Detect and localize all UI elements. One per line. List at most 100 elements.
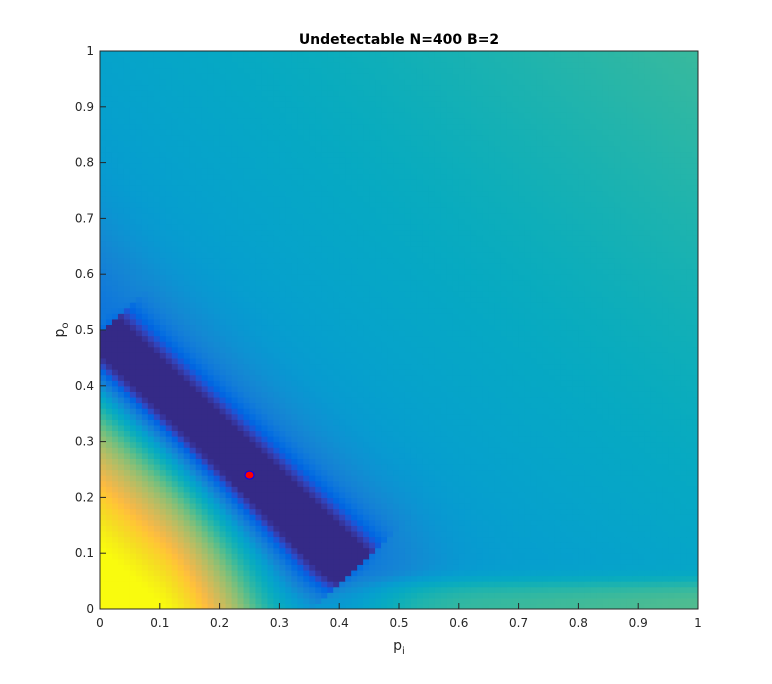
heatmap-cell — [632, 463, 639, 471]
heatmap-cell — [231, 330, 239, 337]
heatmap-cell — [548, 391, 556, 398]
heatmap-cell — [494, 547, 502, 554]
heatmap-cell — [446, 592, 454, 599]
heatmap-cell — [614, 408, 621, 415]
heatmap-cell — [566, 452, 574, 459]
heatmap-cell — [566, 575, 574, 582]
heatmap-cell — [566, 363, 574, 370]
heatmap-cell — [195, 569, 203, 577]
heatmap-cell — [482, 558, 490, 565]
heatmap-cell — [680, 352, 687, 359]
heatmap-cell — [231, 569, 239, 577]
heatmap-cell — [584, 508, 591, 515]
heatmap-cell — [111, 447, 119, 454]
heatmap-cell — [267, 508, 275, 515]
heatmap-cell — [375, 430, 382, 437]
heatmap-cell — [183, 547, 191, 554]
heatmap-cell — [542, 519, 550, 526]
heatmap-cell — [291, 581, 298, 588]
heatmap-cell — [578, 530, 585, 538]
heatmap-cell — [542, 508, 550, 515]
heatmap-cell — [410, 486, 418, 493]
heatmap-cell — [542, 346, 550, 353]
heatmap-cell — [494, 469, 502, 476]
heatmap-cell — [267, 424, 275, 432]
heatmap-cell — [440, 363, 448, 370]
heatmap-cell — [518, 363, 526, 370]
heatmap-cell — [608, 597, 615, 605]
heatmap-cell — [650, 480, 657, 487]
heatmap-cell — [434, 542, 442, 549]
heatmap-cell — [219, 525, 227, 532]
heatmap-cell — [159, 469, 167, 476]
heatmap-cell — [680, 408, 687, 415]
heatmap-cell — [668, 391, 675, 398]
heatmap-cell — [315, 508, 322, 515]
heatmap-cell — [518, 413, 526, 420]
heatmap-cell — [428, 374, 436, 381]
heatmap-cell — [452, 441, 460, 448]
heatmap-cell — [572, 441, 579, 448]
heatmap-cell — [530, 581, 538, 588]
heatmap-cell — [207, 369, 215, 376]
heatmap-cell — [369, 363, 376, 370]
heatmap-cell — [171, 330, 179, 337]
heatmap-cell — [638, 441, 645, 448]
heatmap-cell — [500, 486, 508, 493]
heatmap-cell — [584, 581, 591, 588]
heatmap-cell — [231, 575, 239, 582]
heatmap-cell — [500, 536, 508, 543]
heatmap-cell — [357, 542, 364, 549]
heatmap-cell — [548, 491, 556, 498]
heatmap-cell — [177, 458, 185, 465]
heatmap-cell — [393, 475, 400, 482]
heatmap-cell — [123, 346, 131, 353]
heatmap-cell — [261, 514, 269, 521]
heatmap-cell — [518, 380, 526, 387]
heatmap-cell — [662, 391, 669, 398]
heatmap-cell — [363, 480, 370, 487]
heatmap-cell — [339, 547, 346, 554]
heatmap-cell — [656, 357, 663, 365]
heatmap-cell — [333, 491, 340, 498]
heatmap-cell — [297, 603, 304, 609]
heatmap-cell — [315, 413, 322, 420]
heatmap-cell — [201, 586, 209, 593]
heatmap-cell — [590, 514, 597, 521]
heatmap-cell — [686, 530, 693, 538]
heatmap-cell — [351, 346, 358, 353]
heatmap-cell — [375, 424, 382, 432]
heatmap-cell — [117, 564, 125, 571]
heatmap-cell — [602, 480, 609, 487]
heatmap-cell — [267, 542, 275, 549]
heatmap-cell — [135, 330, 143, 337]
heatmap-cell — [147, 385, 155, 392]
heatmap-cell — [105, 603, 113, 609]
heatmap-cell — [177, 369, 185, 376]
heatmap-cell — [410, 547, 418, 554]
heatmap-cell — [141, 441, 149, 448]
heatmap-cell — [692, 547, 698, 554]
heatmap-cell — [285, 380, 292, 387]
heatmap-cell — [656, 419, 663, 426]
heatmap-cell — [303, 436, 310, 443]
heatmap-cell — [638, 553, 645, 560]
heatmap-cell — [309, 525, 316, 532]
heatmap-cell — [500, 357, 508, 365]
heatmap-cell — [141, 419, 149, 426]
heatmap-cell — [255, 330, 263, 337]
heatmap-cell — [147, 352, 155, 359]
heatmap-cell — [572, 491, 579, 498]
heatmap-cell — [261, 508, 269, 515]
heatmap-cell — [650, 447, 657, 454]
heatmap-cell — [512, 363, 520, 370]
heatmap-cell — [596, 519, 603, 526]
heatmap-cell — [494, 536, 502, 543]
heatmap-cell — [369, 564, 376, 571]
heatmap-cell — [255, 341, 263, 348]
heatmap-cell — [297, 463, 304, 471]
heatmap-cell — [548, 385, 556, 392]
heatmap-cell — [243, 553, 251, 560]
heatmap-cell — [548, 458, 556, 465]
heatmap-cell — [542, 463, 550, 471]
